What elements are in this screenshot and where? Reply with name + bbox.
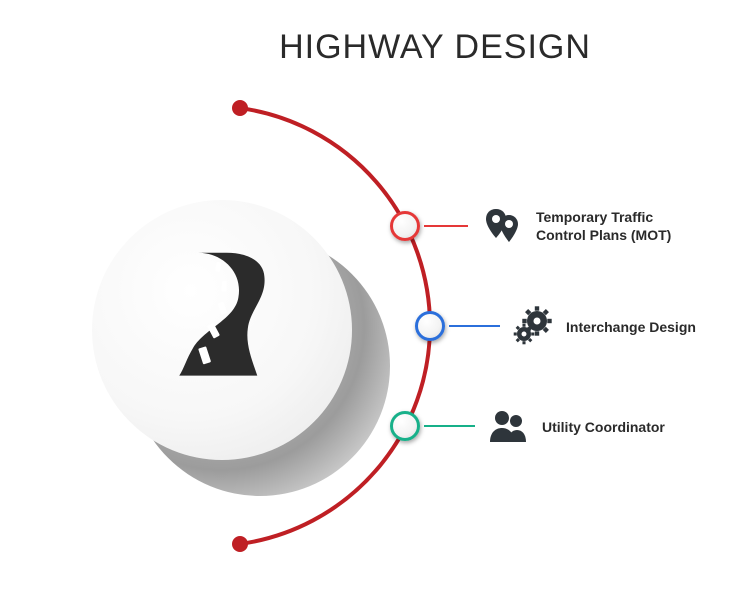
service-node-0	[390, 211, 420, 241]
arc-endpoint-top	[232, 100, 248, 116]
gears-icon	[512, 306, 552, 346]
service-label-0: Temporary Traffic Control Plans (MOT)	[536, 208, 706, 244]
road-icon	[150, 248, 270, 378]
service-label-2: Utility Coordinator	[542, 418, 712, 436]
connector-2	[424, 425, 475, 427]
service-node-2	[390, 411, 420, 441]
service-node-1	[415, 311, 445, 341]
connector-1	[449, 325, 500, 327]
service-label-1: Interchange Design	[566, 318, 729, 336]
connector-0	[424, 225, 468, 227]
arc-endpoint-bottom	[232, 536, 248, 552]
users-icon	[488, 406, 528, 446]
map-pin-icon	[482, 206, 522, 246]
